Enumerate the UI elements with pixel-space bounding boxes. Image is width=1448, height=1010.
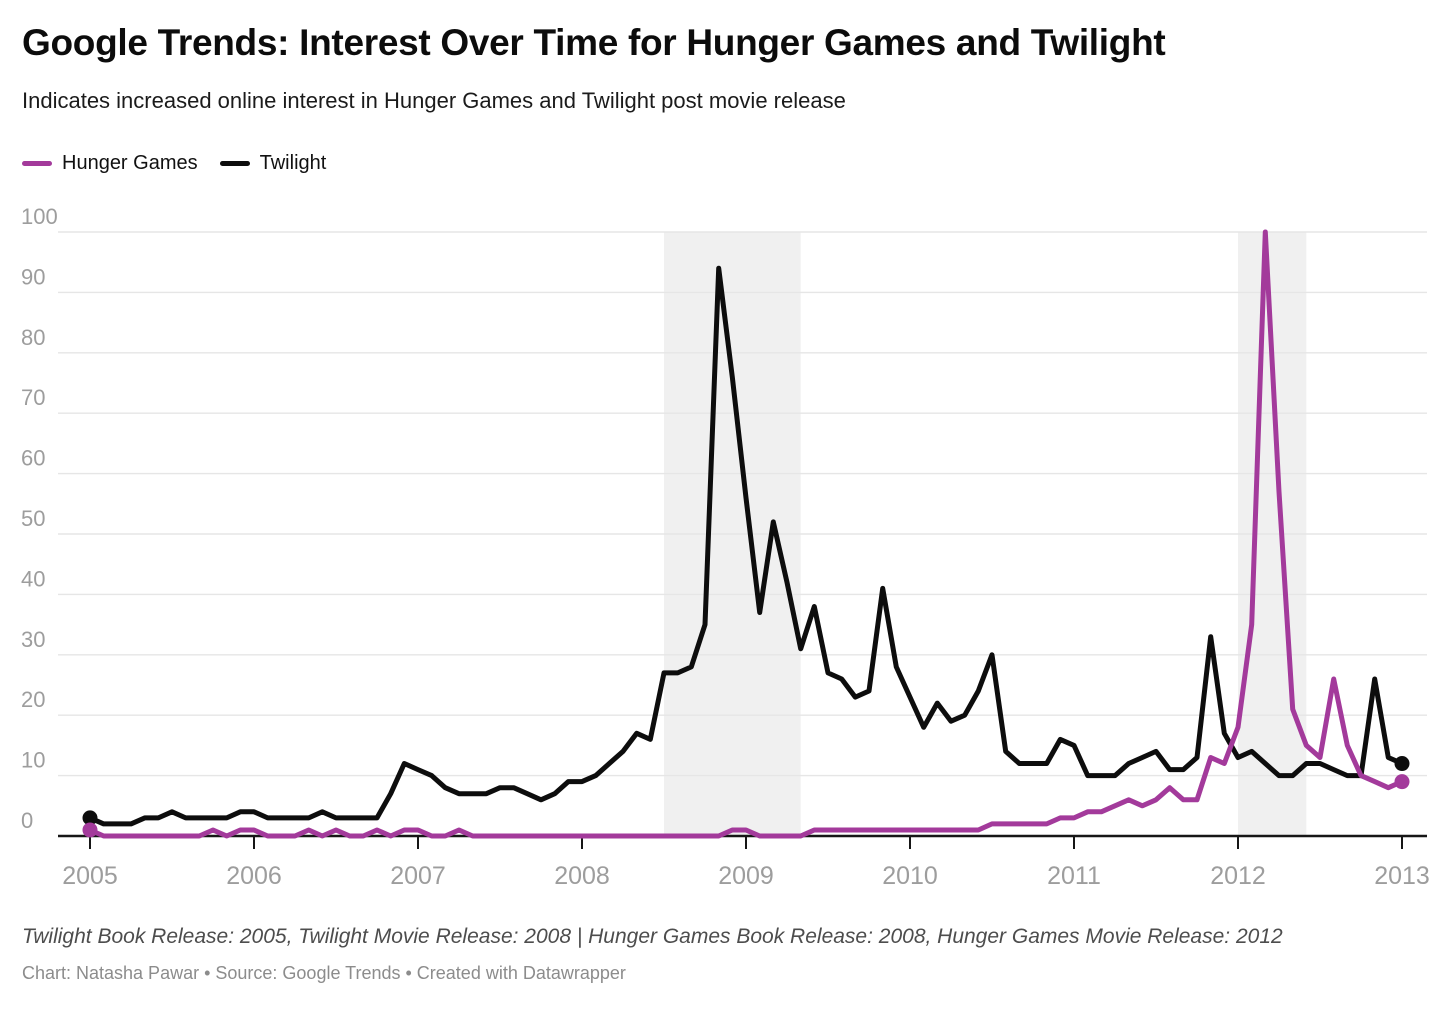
page-title: Google Trends: Interest Over Time for Hu… [22,22,1166,63]
chart-subtitle: Indicates increased online interest in H… [22,88,846,113]
chart-credit: Chart: Natasha Pawar • Source: Google Tr… [22,963,626,983]
legend-item-hunger-games: Hunger Games [22,152,198,175]
y-axis-tick-label: 30 [21,627,45,652]
legend-item-twilight: Twilight [219,152,327,175]
x-axis-tick-label: 2008 [554,862,610,890]
y-axis-tick-label: 50 [21,506,45,531]
x-axis-tick-label: 2013 [1374,862,1430,890]
y-axis-tick-label: 100 [21,204,58,229]
legend-label: Hunger Games [62,152,198,174]
hunger-games-start-dot [82,822,98,838]
x-axis-tick-label: 2005 [62,862,118,890]
y-axis-tick-label: 80 [21,325,45,350]
x-axis-tick-label: 2012 [1210,862,1266,890]
x-axis-tick-label: 2006 [226,862,282,890]
x-axis-tick-label: 2009 [718,862,774,890]
legend-label: Twilight [259,152,327,174]
y-axis-tick-label: 10 [21,748,45,773]
y-axis-tick-label: 70 [21,385,45,410]
x-axis-tick-label: 2010 [882,862,938,890]
release-dates-note: Twilight Book Release: 2005, Twilight Mo… [22,925,1283,948]
y-axis-tick-label: 90 [21,264,45,289]
y-axis-tick-label: 40 [21,566,45,591]
x-axis-tick-label: 2011 [1047,862,1101,890]
x-axis-tick-label: 2007 [390,862,446,890]
twilight-line-swatch-icon [219,161,250,166]
series-line-twilight [87,265,1405,827]
legend: Hunger Games Twilight [22,152,326,175]
y-axis-tick-label: 20 [21,687,45,712]
hunger-games-end-dot [1394,774,1410,790]
series-line-hunger-games [87,229,1405,839]
y-axis-tick-label: 60 [21,446,45,471]
twilight-end-dot [1394,756,1410,772]
y-axis-tick-label: 0 [21,808,33,833]
hunger-games-line-swatch-icon [22,161,52,166]
twilight-start-dot [82,810,98,826]
